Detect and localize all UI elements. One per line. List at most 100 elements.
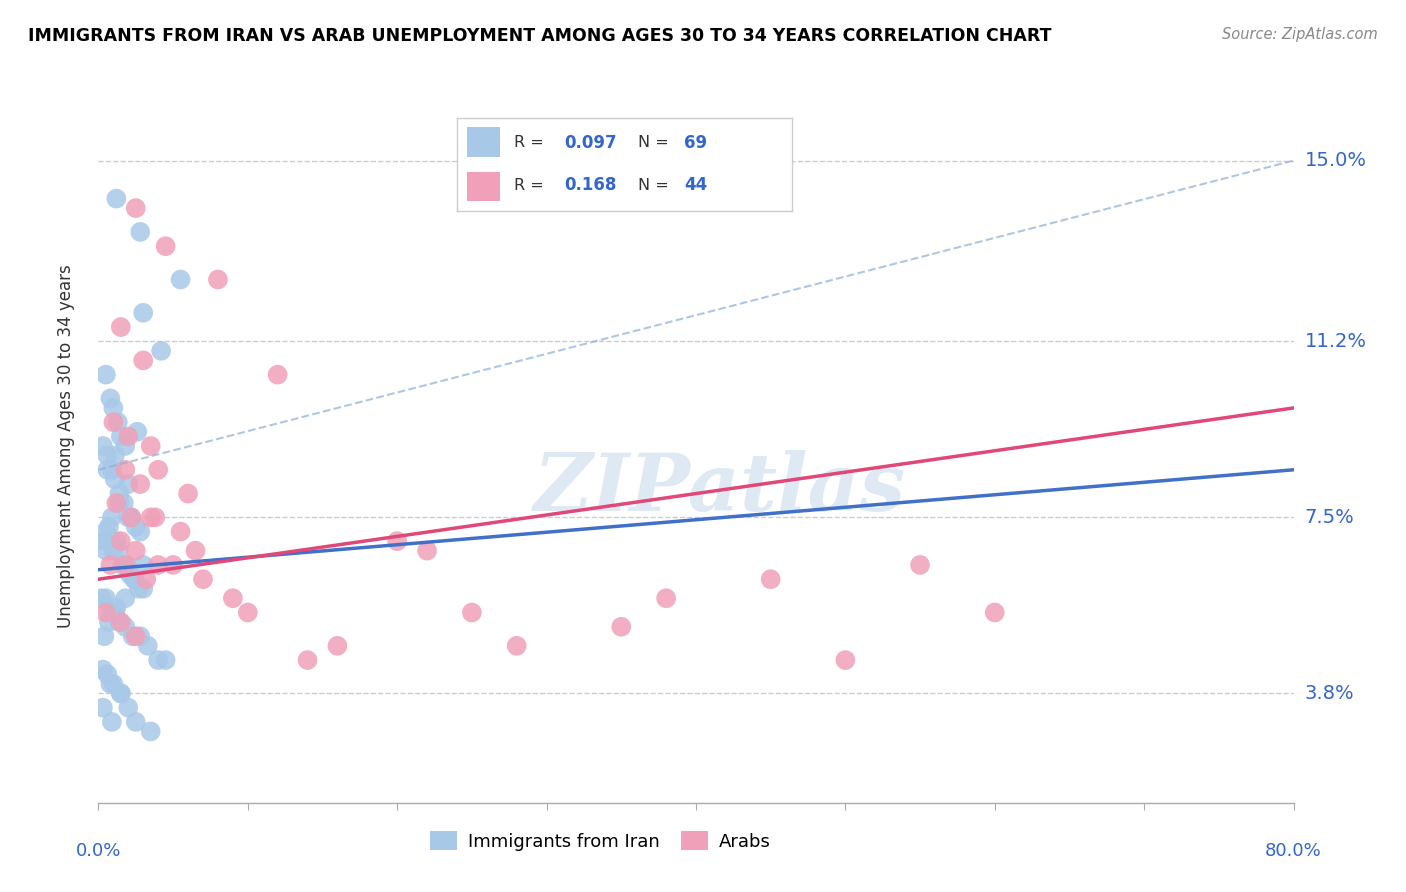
Point [155, 239, 177, 253]
Y-axis label: Unemployment Among Ages 30 to 34 years: Unemployment Among Ages 30 to 34 years [56, 264, 75, 628]
Point [236, 606, 259, 620]
Point [655, 591, 678, 606]
Point [101, 714, 124, 729]
Point [103, 415, 125, 429]
Point [110, 429, 132, 443]
Point [96, 667, 118, 681]
Point [191, 572, 214, 586]
Point [94, 591, 117, 606]
Point [105, 496, 128, 510]
Point [136, 639, 159, 653]
Point [125, 520, 148, 534]
Point [114, 463, 136, 477]
Point [103, 677, 125, 691]
Point [97, 615, 120, 629]
Point [297, 653, 319, 667]
Point [108, 496, 131, 510]
Point [98, 392, 122, 406]
Point [91, 663, 114, 677]
Point [114, 620, 136, 634]
Point [103, 543, 125, 558]
Point [132, 558, 155, 572]
Point [222, 591, 245, 606]
Point [908, 558, 931, 572]
Point [132, 306, 155, 320]
Point [135, 572, 157, 586]
Point [94, 524, 117, 539]
Point [207, 272, 229, 286]
Point [107, 415, 129, 429]
Point [162, 558, 184, 572]
Point [139, 724, 162, 739]
Point [114, 558, 136, 572]
Point [105, 534, 128, 549]
Point [94, 368, 117, 382]
Point [110, 534, 132, 549]
Text: ZIPatlas: ZIPatlas [534, 450, 905, 527]
Point [96, 449, 118, 463]
Point [610, 620, 633, 634]
Text: Source: ZipAtlas.com: Source: ZipAtlas.com [1222, 27, 1378, 42]
Point [267, 368, 290, 382]
Point [129, 629, 152, 643]
Text: 0.0%: 0.0% [76, 842, 121, 860]
Point [184, 543, 207, 558]
Point [326, 639, 349, 653]
Point [104, 606, 127, 620]
Point [129, 524, 152, 539]
Text: IMMIGRANTS FROM IRAN VS ARAB UNEMPLOYMENT AMONG AGES 30 TO 34 YEARS CORRELATION : IMMIGRANTS FROM IRAN VS ARAB UNEMPLOYMEN… [28, 27, 1052, 45]
Point [125, 201, 148, 215]
Point [155, 653, 177, 667]
Point [150, 343, 173, 358]
Point [111, 558, 134, 572]
Text: 3.8%: 3.8% [1305, 684, 1354, 703]
Point [834, 653, 856, 667]
Point [148, 558, 170, 572]
Point [93, 629, 115, 643]
Point [129, 477, 152, 491]
Point [96, 463, 118, 477]
Text: 11.2%: 11.2% [1305, 332, 1367, 351]
Point [94, 606, 117, 620]
Point [110, 686, 132, 700]
Point [93, 534, 115, 549]
Point [124, 572, 146, 586]
Point [97, 520, 120, 534]
Point [110, 686, 132, 700]
Point [98, 677, 122, 691]
Point [125, 629, 148, 643]
Text: 7.5%: 7.5% [1305, 508, 1354, 527]
Point [416, 543, 439, 558]
Point [120, 510, 142, 524]
Point [112, 496, 135, 510]
Point [114, 591, 136, 606]
Point [139, 439, 162, 453]
Point [117, 477, 139, 491]
Point [125, 714, 148, 729]
Point [129, 225, 152, 239]
Point [143, 510, 166, 524]
Point [108, 486, 131, 500]
Point [101, 463, 124, 477]
Point [177, 486, 200, 500]
Point [169, 524, 191, 539]
Point [132, 582, 155, 596]
Point [108, 615, 131, 629]
Point [103, 401, 125, 415]
Point [125, 543, 148, 558]
Point [461, 606, 484, 620]
Point [91, 700, 114, 714]
Point [506, 639, 529, 653]
Point [117, 429, 139, 443]
Point [101, 510, 124, 524]
Point [117, 510, 139, 524]
Point [104, 472, 127, 486]
Point [127, 425, 149, 439]
Point [115, 558, 138, 572]
Point [105, 192, 128, 206]
Point [107, 543, 129, 558]
Point [104, 449, 127, 463]
Point [148, 653, 170, 667]
Point [132, 353, 155, 368]
Point [97, 534, 120, 549]
